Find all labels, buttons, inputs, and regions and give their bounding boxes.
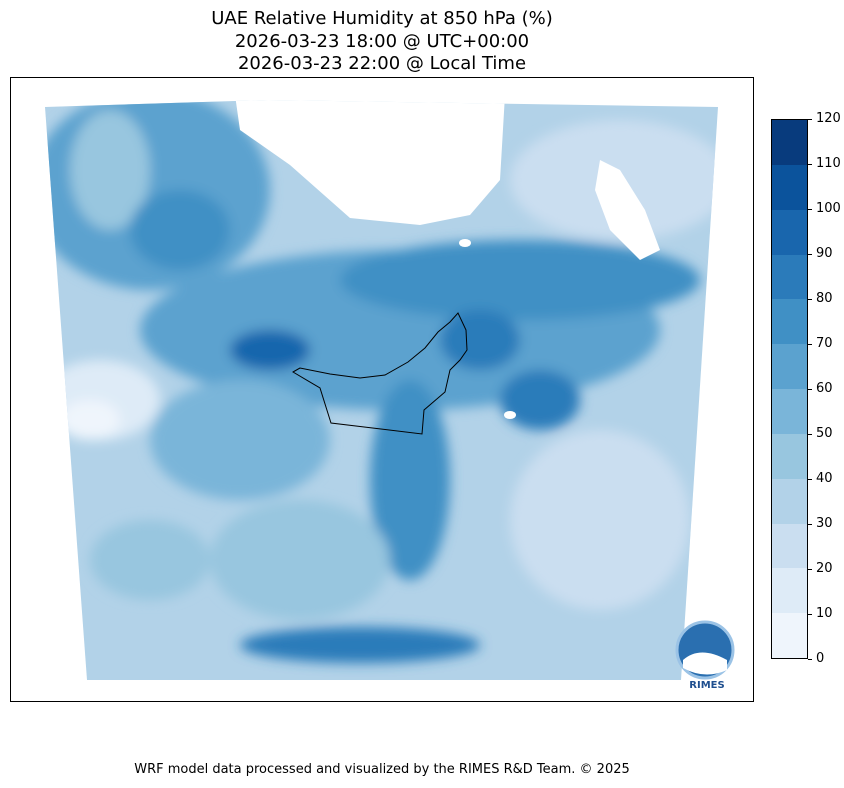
colorbar-band-20-30 (772, 523, 807, 569)
map-frame (10, 77, 754, 702)
colorbar-tick: 0 (808, 652, 824, 666)
colorbar-band-110-120 (772, 120, 807, 165)
colorbar-band-0-10 (772, 613, 807, 658)
colorbar-band-60-70 (772, 344, 807, 390)
map-title: UAE Relative Humidity at 850 hPa (%) (211, 8, 553, 29)
uae-boundary (292, 312, 468, 435)
local-time: 2026-03-23 22:00 @ Local Time (237, 53, 527, 74)
colorbar-tick: 50 (808, 427, 833, 441)
utc-time: 2026-03-23 18:00 @ UTC+00:00 (234, 31, 530, 52)
colorbar-tick: 90 (808, 247, 833, 261)
colorbar-band-100-110 (772, 164, 807, 210)
colorbar-band-80-90 (772, 254, 807, 300)
colorbar-band-90-100 (772, 209, 807, 255)
colorbar-tick: 100 (808, 202, 841, 216)
colorbar-tick: 20 (808, 562, 833, 576)
colorbar (771, 119, 808, 659)
colorbar-tick: 40 (808, 472, 833, 486)
footer-credit: WRF model data processed and visualized … (134, 762, 630, 777)
colorbar-tick: 10 (808, 607, 833, 621)
humidity-field (45, 100, 718, 680)
colorbar-tick: 60 (808, 382, 833, 396)
colorbar-tick: 80 (808, 292, 833, 306)
colorbar-band-40-50 (772, 433, 807, 479)
colorbar-tick: 110 (808, 157, 841, 171)
colorbar-band-50-60 (772, 389, 807, 434)
colorbar-band-10-20 (772, 568, 807, 614)
colorbar-band-70-80 (772, 299, 807, 345)
colorbar-tick: 120 (808, 112, 841, 126)
svg-text:RIMES: RIMES (689, 680, 724, 691)
rimes-logo: RIMES (675, 620, 735, 691)
colorbar-tick: 30 (808, 517, 833, 531)
colorbar-tick: 70 (808, 337, 833, 351)
colorbar-band-30-40 (772, 478, 807, 524)
